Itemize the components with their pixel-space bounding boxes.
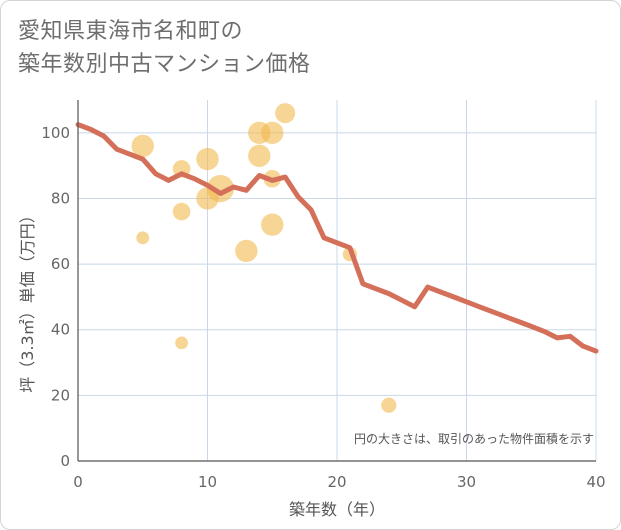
bubble-point [235,239,258,263]
x-axis-label: 築年数（年） [289,500,385,519]
bubble-point [196,147,219,171]
title-line-2: 築年数別中古マンション価格 [18,52,311,77]
bubble-point [131,134,154,158]
x-tick-label: 30 [457,473,476,491]
x-tick-label: 40 [586,473,605,491]
chart-title: 愛知県東海市名和町の 築年数別中古マンション価格 [18,15,311,81]
bubble-point [136,231,150,245]
y-tick-label: 100 [41,124,70,142]
y-tick-label: 0 [60,452,70,470]
y-tick-label: 60 [51,255,70,273]
bubble-point [381,397,397,413]
bubble-point [261,213,284,236]
bubble-point [175,336,189,350]
x-tick-label: 0 [73,473,83,491]
axes: 0 10 20 30 40 0 20 40 60 80 100 [41,100,606,491]
bubbles [131,103,397,413]
y-tick-label: 20 [51,386,70,404]
bubble-point [172,202,191,221]
bubble-point [206,175,235,203]
y-tick-label: 40 [51,321,70,339]
bubble-point [261,121,284,145]
x-tick-label: 10 [198,473,217,491]
bubble-point [248,144,271,167]
title-line-1: 愛知県東海市名和町の [18,19,244,44]
trend-line-group [75,122,599,354]
trend-line [75,122,599,354]
y-tick-label: 80 [51,189,70,207]
bubble-point [275,103,296,124]
y-axis-label: 坪（3.3㎡）単価（万円） [18,207,37,392]
grid [78,100,597,461]
x-tick-label: 20 [327,473,346,491]
size-annotation: 円の大きさは、取引のあった物件面積を示す [354,431,594,446]
